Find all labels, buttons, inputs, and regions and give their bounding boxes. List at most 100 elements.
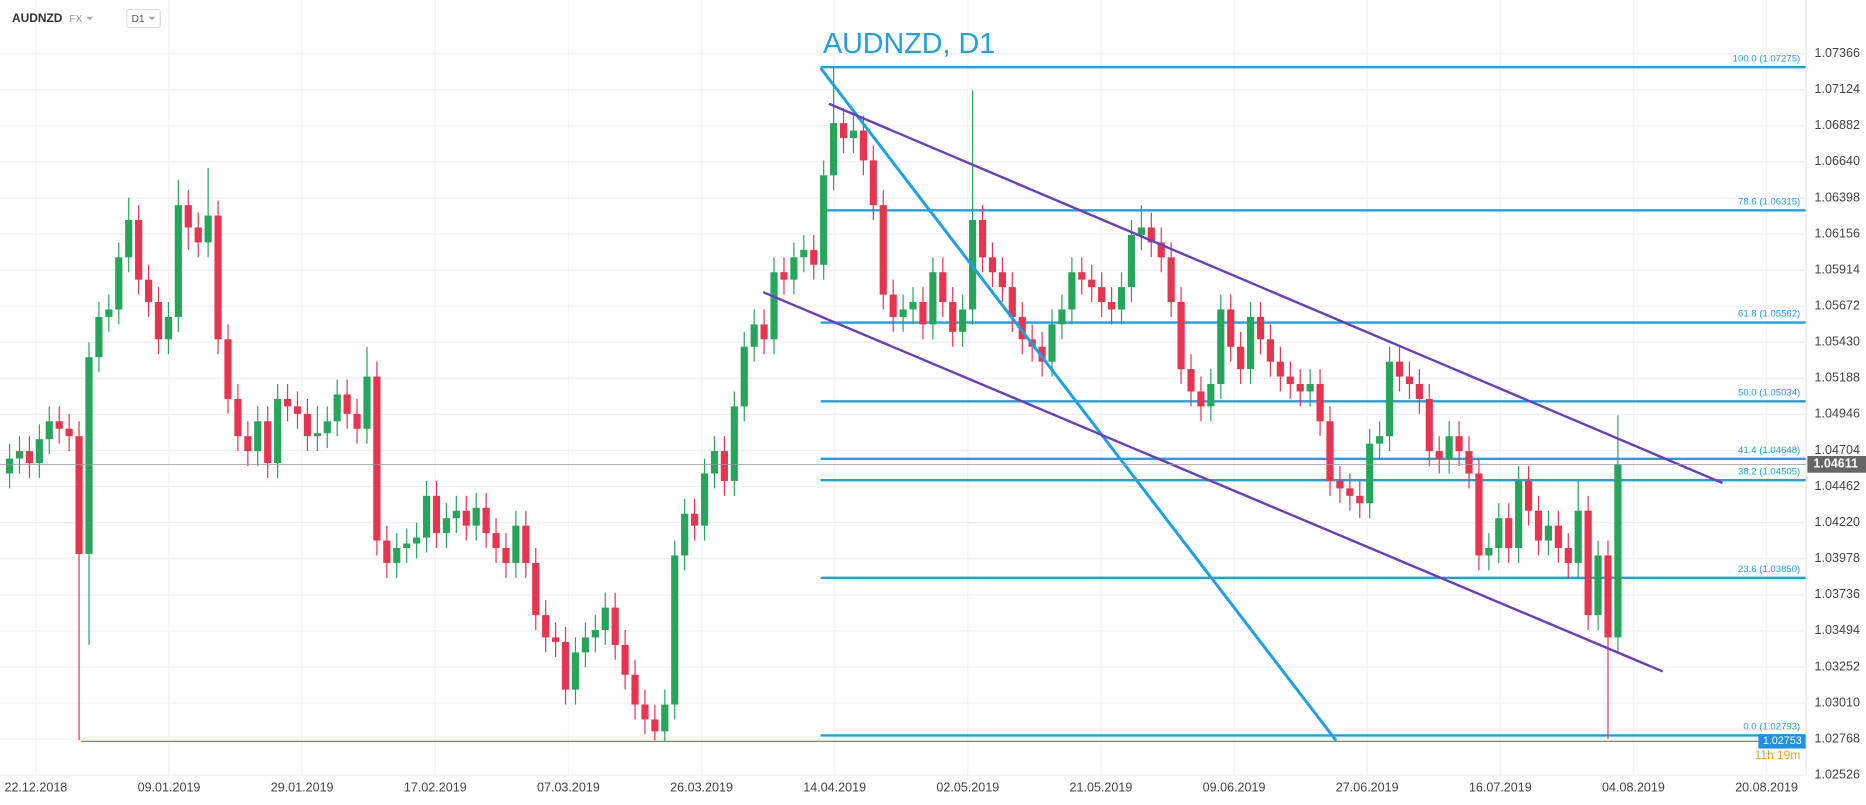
y-tick-label: 1.03010	[1815, 695, 1860, 709]
x-tick-label: 29.01.2019	[271, 781, 334, 795]
candle-body	[1197, 391, 1205, 407]
fib-label: 100.0 (1.07275)	[1733, 53, 1801, 64]
candle-body	[601, 607, 609, 630]
candle-body	[710, 451, 719, 474]
candle-body	[849, 130, 858, 139]
candle-body	[1574, 510, 1582, 563]
candle-body	[1167, 257, 1175, 303]
candle-body	[1058, 309, 1066, 325]
candle-body	[174, 205, 182, 317]
candle-body	[899, 309, 907, 317]
candle-body	[1534, 510, 1543, 541]
candle-body	[313, 433, 321, 437]
candle-body	[581, 637, 589, 653]
candle-body	[1127, 234, 1136, 288]
last-price-badge	[1807, 456, 1866, 473]
candle-body	[154, 302, 163, 340]
candle-body	[35, 439, 43, 464]
candle-body	[224, 339, 232, 399]
dropdown-caret	[86, 16, 94, 21]
market[interactable]: FX	[69, 14, 82, 25]
candle-body	[790, 257, 798, 280]
candle-body	[15, 451, 24, 459]
candle-body	[413, 537, 421, 544]
candle-body	[244, 436, 252, 452]
candle-body	[1088, 279, 1096, 288]
y-tick-label: 1.04704	[1815, 443, 1860, 457]
candle-body	[274, 398, 282, 464]
y-tick-label: 1.03736	[1815, 587, 1860, 601]
candle-body	[1584, 510, 1592, 616]
candle-body	[1485, 547, 1493, 556]
candle-body	[1038, 346, 1046, 362]
candle-body	[492, 533, 500, 548]
candle-body	[820, 175, 828, 265]
x-tick-label: 20.08.2019	[1735, 781, 1798, 795]
candle-body	[691, 513, 699, 526]
candle-body	[125, 220, 133, 258]
candle-body	[1068, 272, 1076, 310]
candle-body	[462, 510, 470, 526]
y-tick-label: 1.06640	[1815, 154, 1860, 168]
candle-body	[1405, 376, 1414, 385]
channel-lower	[762, 291, 1664, 673]
candle-body	[383, 540, 391, 563]
candle-body	[929, 272, 937, 325]
y-tick-label: 1.05430	[1815, 335, 1860, 349]
candle-body	[1524, 480, 1533, 511]
candle-body	[283, 398, 292, 407]
y-tick-label: 1.07366	[1815, 46, 1860, 60]
timeframe-box[interactable]	[126, 8, 161, 29]
candles	[5, 66, 1622, 742]
candle-body	[45, 421, 53, 440]
candle-body	[770, 272, 778, 340]
last-price-label: 1.04611	[1813, 457, 1858, 471]
y-tick-label: 1.03494	[1815, 623, 1860, 637]
candle-body	[810, 249, 818, 265]
candle-body	[750, 324, 758, 347]
fib-label: 0.0 (1.02793)	[1743, 722, 1800, 733]
candle-body	[1018, 316, 1026, 340]
y-tick-label: 1.02526	[1815, 768, 1860, 782]
candle-body	[1048, 324, 1056, 362]
candle-body	[353, 413, 361, 429]
candle-body	[591, 629, 599, 638]
low-marker-label: 1.02753	[1763, 735, 1802, 747]
candle-body	[482, 507, 490, 534]
candle-body	[1227, 309, 1235, 347]
candle-body	[1366, 443, 1374, 504]
candle-body	[1316, 384, 1324, 422]
candle-body	[700, 473, 709, 526]
fib-label: 38.2 (1.04505)	[1738, 466, 1800, 477]
x-tick-label: 04.08.2019	[1602, 781, 1665, 795]
candle-body	[144, 279, 153, 303]
candle-body	[422, 495, 431, 538]
candle-body	[1435, 451, 1443, 459]
fib-label: 61.8 (1.05562)	[1738, 309, 1800, 320]
candle-body	[542, 615, 550, 638]
candle-body	[1544, 525, 1553, 541]
candle-body	[1286, 376, 1294, 385]
candle-body	[1296, 384, 1304, 392]
symbol: AUDNZD	[12, 11, 63, 25]
candle-body	[1276, 361, 1284, 377]
candle-body	[740, 346, 748, 407]
candle-body	[1614, 464, 1622, 638]
x-tick-label: 02.05.2019	[936, 781, 999, 795]
candle-body	[343, 394, 351, 414]
candle-body	[730, 406, 738, 481]
candle-body	[472, 507, 480, 526]
y-tick-label: 1.05188	[1815, 371, 1860, 385]
candle-body	[264, 421, 272, 464]
candle-body	[95, 316, 103, 358]
candle-body	[5, 458, 14, 474]
candle-body	[571, 652, 580, 690]
candle-body	[1078, 272, 1086, 280]
dropdown-caret	[148, 16, 156, 21]
timeframe: D1	[132, 14, 145, 25]
candle-body	[1246, 316, 1255, 370]
candle-body	[1594, 555, 1602, 616]
candle-body	[1515, 480, 1523, 548]
candle-body	[889, 294, 897, 317]
